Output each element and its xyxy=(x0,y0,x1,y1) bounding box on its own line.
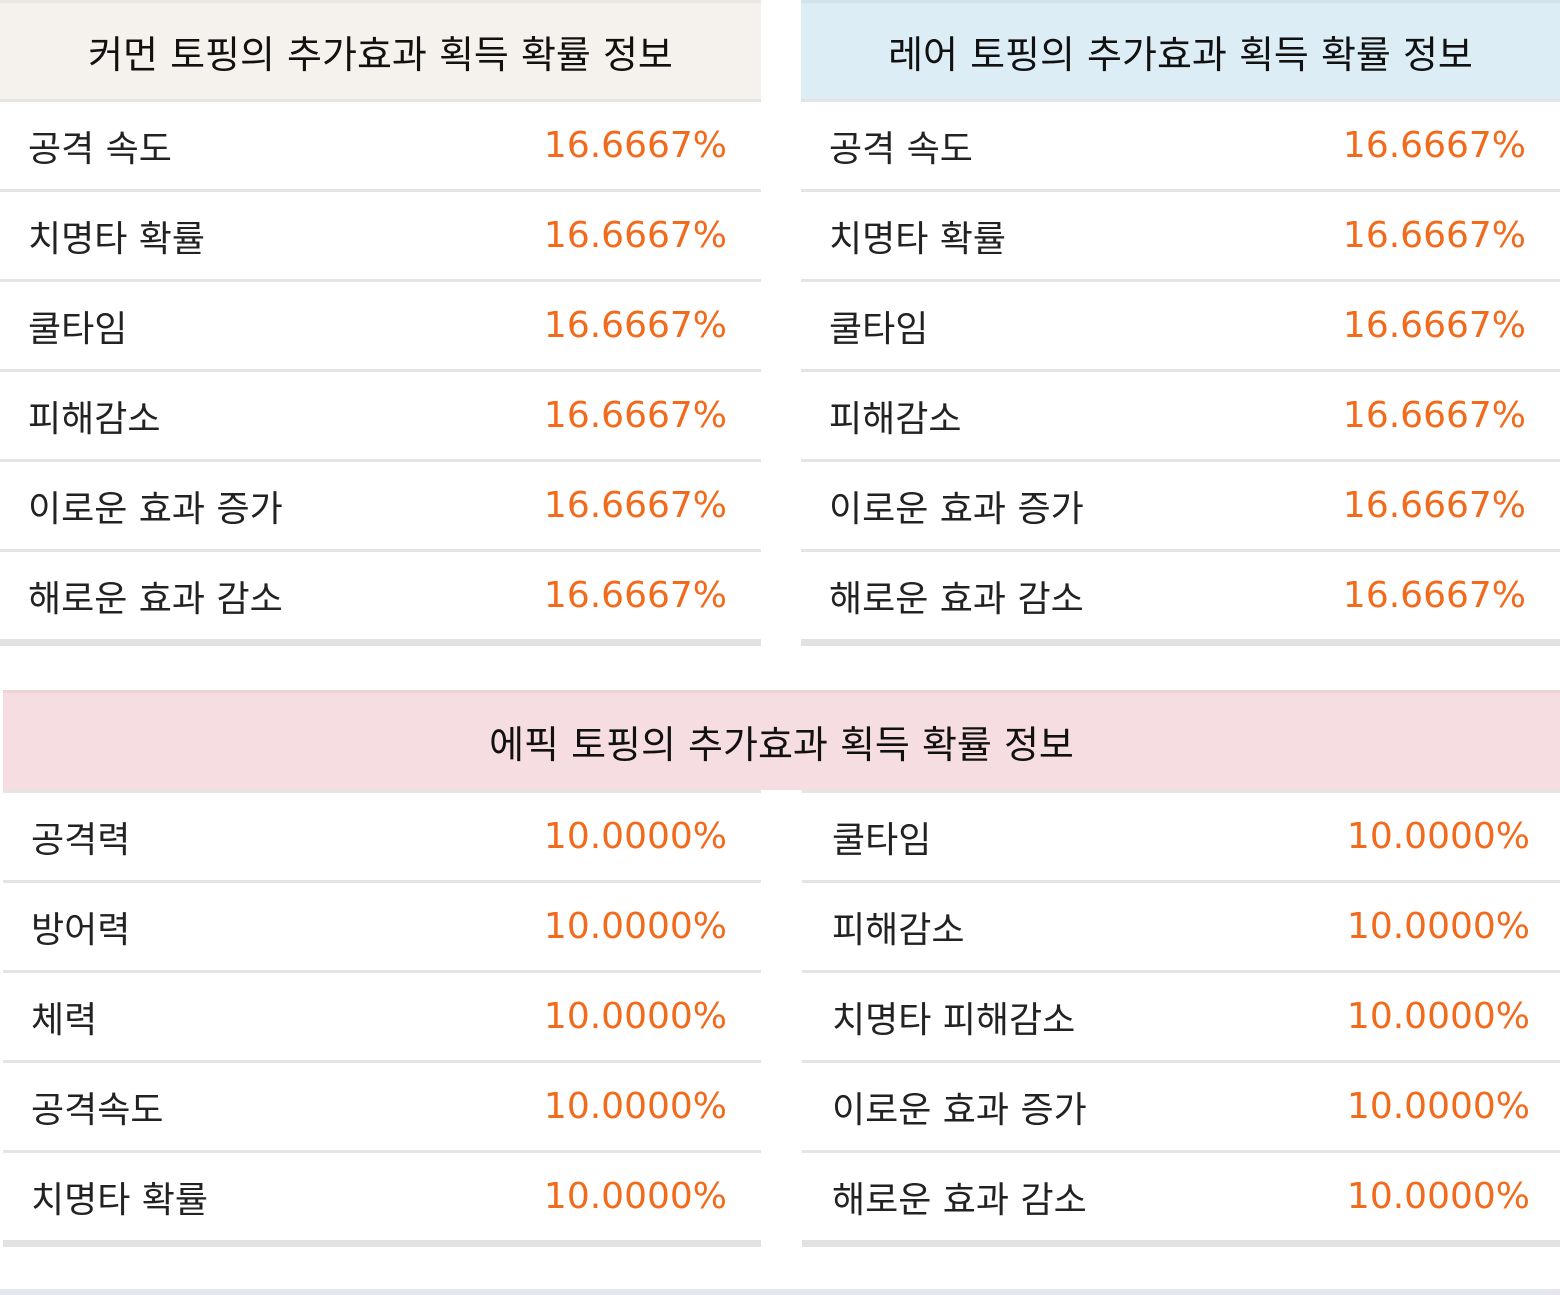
table-row: 해로운 효과 감소 16.6667% xyxy=(0,549,761,639)
effect-label: 치명타 피해감소 xyxy=(832,999,1076,1041)
effect-label: 공격 속도 xyxy=(28,128,172,170)
epic-columns: 공격력 10.0000% 방어력 10.0000% 체력 10.0000% 공격… xyxy=(3,790,1560,1247)
probability-value: 10.0000% xyxy=(543,1176,727,1217)
common-rows: 공격 속도 16.6667% 치명타 확률 16.6667% 쿨타임 16.66… xyxy=(0,99,761,639)
probability-value: 16.6667% xyxy=(1342,395,1526,436)
probability-value: 16.6667% xyxy=(1342,485,1526,526)
panel-bottom-border xyxy=(801,639,1560,646)
table-row: 이로운 효과 증가 16.6667% xyxy=(0,459,761,549)
effect-label: 치명타 확률 xyxy=(28,218,206,260)
next-section-edge xyxy=(0,1289,1560,1295)
probability-value: 10.0000% xyxy=(1346,996,1530,1037)
panel-bottom-border xyxy=(3,1240,761,1247)
effect-label: 피해감소 xyxy=(829,398,962,440)
probability-value: 10.0000% xyxy=(1346,1086,1530,1127)
table-row: 피해감소 16.6667% xyxy=(801,369,1560,459)
table-row: 치명타 확률 10.0000% xyxy=(3,1150,761,1240)
effect-label: 쿨타임 xyxy=(829,308,929,350)
probability-value: 16.6667% xyxy=(1342,215,1526,256)
rare-topping-panel: 레어 토핑의 추가효과 획득 확률 정보 공격 속도 16.6667% 치명타 … xyxy=(801,0,1560,646)
common-topping-panel: 커먼 토핑의 추가효과 획득 확률 정보 공격 속도 16.6667% 치명타 … xyxy=(0,0,761,646)
effect-label: 해로운 효과 감소 xyxy=(832,1179,1087,1221)
common-panel-title: 커먼 토핑의 추가효과 획득 확률 정보 xyxy=(0,0,761,99)
probability-value: 16.6667% xyxy=(543,395,727,436)
epic-left-column: 공격력 10.0000% 방어력 10.0000% 체력 10.0000% 공격… xyxy=(3,790,761,1247)
effect-label: 치명타 확률 xyxy=(31,1179,209,1221)
table-row: 해로운 효과 감소 16.6667% xyxy=(801,549,1560,639)
probability-value: 16.6667% xyxy=(1342,575,1526,616)
table-row: 이로운 효과 증가 16.6667% xyxy=(801,459,1560,549)
effect-label: 치명타 확률 xyxy=(829,218,1007,260)
table-row: 피해감소 16.6667% xyxy=(0,369,761,459)
panel-bottom-border xyxy=(802,1240,1560,1247)
epic-right-column: 쿨타임 10.0000% 피해감소 10.0000% 치명타 피해감소 10.0… xyxy=(802,790,1560,1247)
probability-value: 10.0000% xyxy=(1346,906,1530,947)
table-row: 해로운 효과 감소 10.0000% xyxy=(802,1150,1560,1240)
effect-label: 피해감소 xyxy=(28,398,161,440)
effect-label: 이로운 효과 증가 xyxy=(28,488,283,530)
table-row: 쿨타임 10.0000% xyxy=(802,790,1560,880)
effect-label: 공격 속도 xyxy=(829,128,973,170)
table-row: 방어력 10.0000% xyxy=(3,880,761,970)
table-row: 피해감소 10.0000% xyxy=(802,880,1560,970)
table-row: 공격력 10.0000% xyxy=(3,790,761,880)
panel-bottom-border xyxy=(0,639,761,646)
table-row: 공격 속도 16.6667% xyxy=(0,99,761,189)
table-row: 쿨타임 16.6667% xyxy=(0,279,761,369)
epic-panel-title: 에픽 토핑의 추가효과 획득 확률 정보 xyxy=(3,690,1560,790)
probability-value: 10.0000% xyxy=(543,996,727,1037)
rare-rows: 공격 속도 16.6667% 치명타 확률 16.6667% 쿨타임 16.66… xyxy=(801,99,1560,639)
table-row: 체력 10.0000% xyxy=(3,970,761,1060)
probability-value: 16.6667% xyxy=(543,215,727,256)
rare-panel-title: 레어 토핑의 추가효과 획득 확률 정보 xyxy=(801,0,1560,99)
effect-label: 체력 xyxy=(31,999,98,1041)
table-row: 치명타 확률 16.6667% xyxy=(801,189,1560,279)
effect-label: 쿨타임 xyxy=(832,819,932,861)
effect-label: 방어력 xyxy=(31,909,131,951)
probability-value: 16.6667% xyxy=(543,485,727,526)
probability-value: 16.6667% xyxy=(543,305,727,346)
table-row: 쿨타임 16.6667% xyxy=(801,279,1560,369)
table-row: 치명타 확률 16.6667% xyxy=(0,189,761,279)
effect-label: 이로운 효과 증가 xyxy=(832,1089,1087,1131)
table-row: 치명타 피해감소 10.0000% xyxy=(802,970,1560,1060)
probability-value: 10.0000% xyxy=(543,816,727,857)
probability-value: 16.6667% xyxy=(543,125,727,166)
effect-label: 해로운 효과 감소 xyxy=(829,578,1084,620)
effect-label: 이로운 효과 증가 xyxy=(829,488,1084,530)
table-row: 공격속도 10.0000% xyxy=(3,1060,761,1150)
probability-value: 16.6667% xyxy=(1342,305,1526,346)
probability-value: 10.0000% xyxy=(1346,1176,1530,1217)
probability-value: 16.6667% xyxy=(543,575,727,616)
table-row: 이로운 효과 증가 10.0000% xyxy=(802,1060,1560,1150)
effect-label: 공격속도 xyxy=(31,1089,164,1131)
effect-label: 공격력 xyxy=(31,819,131,861)
probability-value: 16.6667% xyxy=(1342,125,1526,166)
epic-topping-panel: 에픽 토핑의 추가효과 획득 확률 정보 공격력 10.0000% 방어력 10… xyxy=(3,690,1560,1247)
effect-label: 피해감소 xyxy=(832,909,965,951)
effect-label: 해로운 효과 감소 xyxy=(28,578,283,620)
probability-value: 10.0000% xyxy=(1346,816,1530,857)
probability-value: 10.0000% xyxy=(543,906,727,947)
probability-value: 10.0000% xyxy=(543,1086,727,1127)
effect-label: 쿨타임 xyxy=(28,308,128,350)
table-row: 공격 속도 16.6667% xyxy=(801,99,1560,189)
